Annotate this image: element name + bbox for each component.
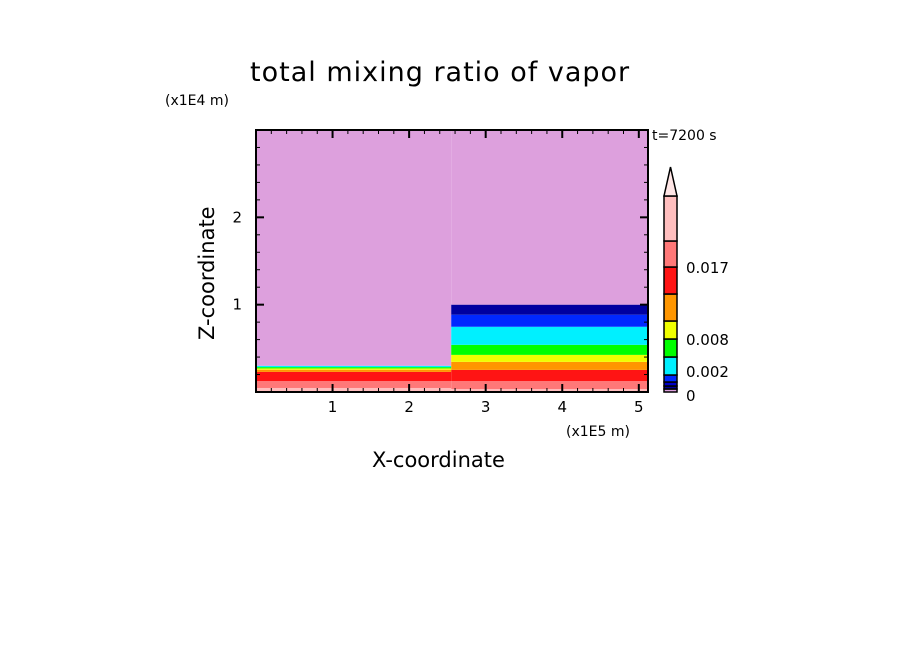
x-tick-label: 2: [404, 398, 414, 416]
colorbar-label: 0.017: [686, 259, 729, 277]
contour-band: [451, 380, 648, 390]
contour-band: [256, 369, 452, 372]
contour-band: [451, 304, 648, 315]
contour-band: [256, 367, 452, 369]
contour-band: [451, 130, 648, 305]
plot-frame: [255, 129, 649, 393]
x-tick-label: 1: [328, 398, 338, 416]
contour-band: [451, 361, 648, 370]
colorbar-label: 0.002: [686, 363, 729, 381]
contour-band: [256, 371, 452, 381]
contour-band: [451, 326, 648, 345]
colorbar-segment: [663, 240, 678, 268]
colorbar-segment: [663, 320, 678, 340]
contour-band: [451, 314, 648, 327]
x-axis-label: X-coordinate: [372, 448, 505, 472]
chart-title: total mixing ratio of vapor: [250, 57, 631, 88]
colorbar-label: 0.008: [686, 331, 729, 349]
colorbar-segment: [663, 338, 678, 358]
y-unit-label: (x1E4 m): [165, 93, 229, 109]
contour-band: [256, 368, 452, 370]
contour-band: [451, 354, 648, 362]
colorbar-segment: [663, 293, 678, 322]
contour-band: [451, 389, 648, 392]
contour-band: [451, 344, 648, 355]
contour-band: [256, 365, 452, 368]
time-annotation: t=7200 s: [652, 128, 717, 144]
x-tick-label: 4: [557, 398, 567, 416]
x-tick-label: 3: [481, 398, 491, 416]
y-tick-label: 2: [232, 208, 242, 226]
contour-band: [256, 387, 452, 392]
colorbar-segment: [663, 374, 678, 383]
y-tick-label: 1: [232, 296, 242, 314]
colorbar-extend-triangle: [663, 166, 678, 197]
colorbar-label: 0: [686, 387, 696, 405]
colorbar-segment: [663, 195, 678, 242]
x-tick-label: 5: [634, 398, 644, 416]
colorbar-segment: [663, 266, 678, 295]
contour-band: [451, 369, 648, 381]
colorbar-segment: [663, 356, 678, 376]
contour-band: [256, 380, 452, 388]
x-unit-label: (x1E5 m): [566, 424, 630, 440]
contour-band: [256, 130, 452, 366]
